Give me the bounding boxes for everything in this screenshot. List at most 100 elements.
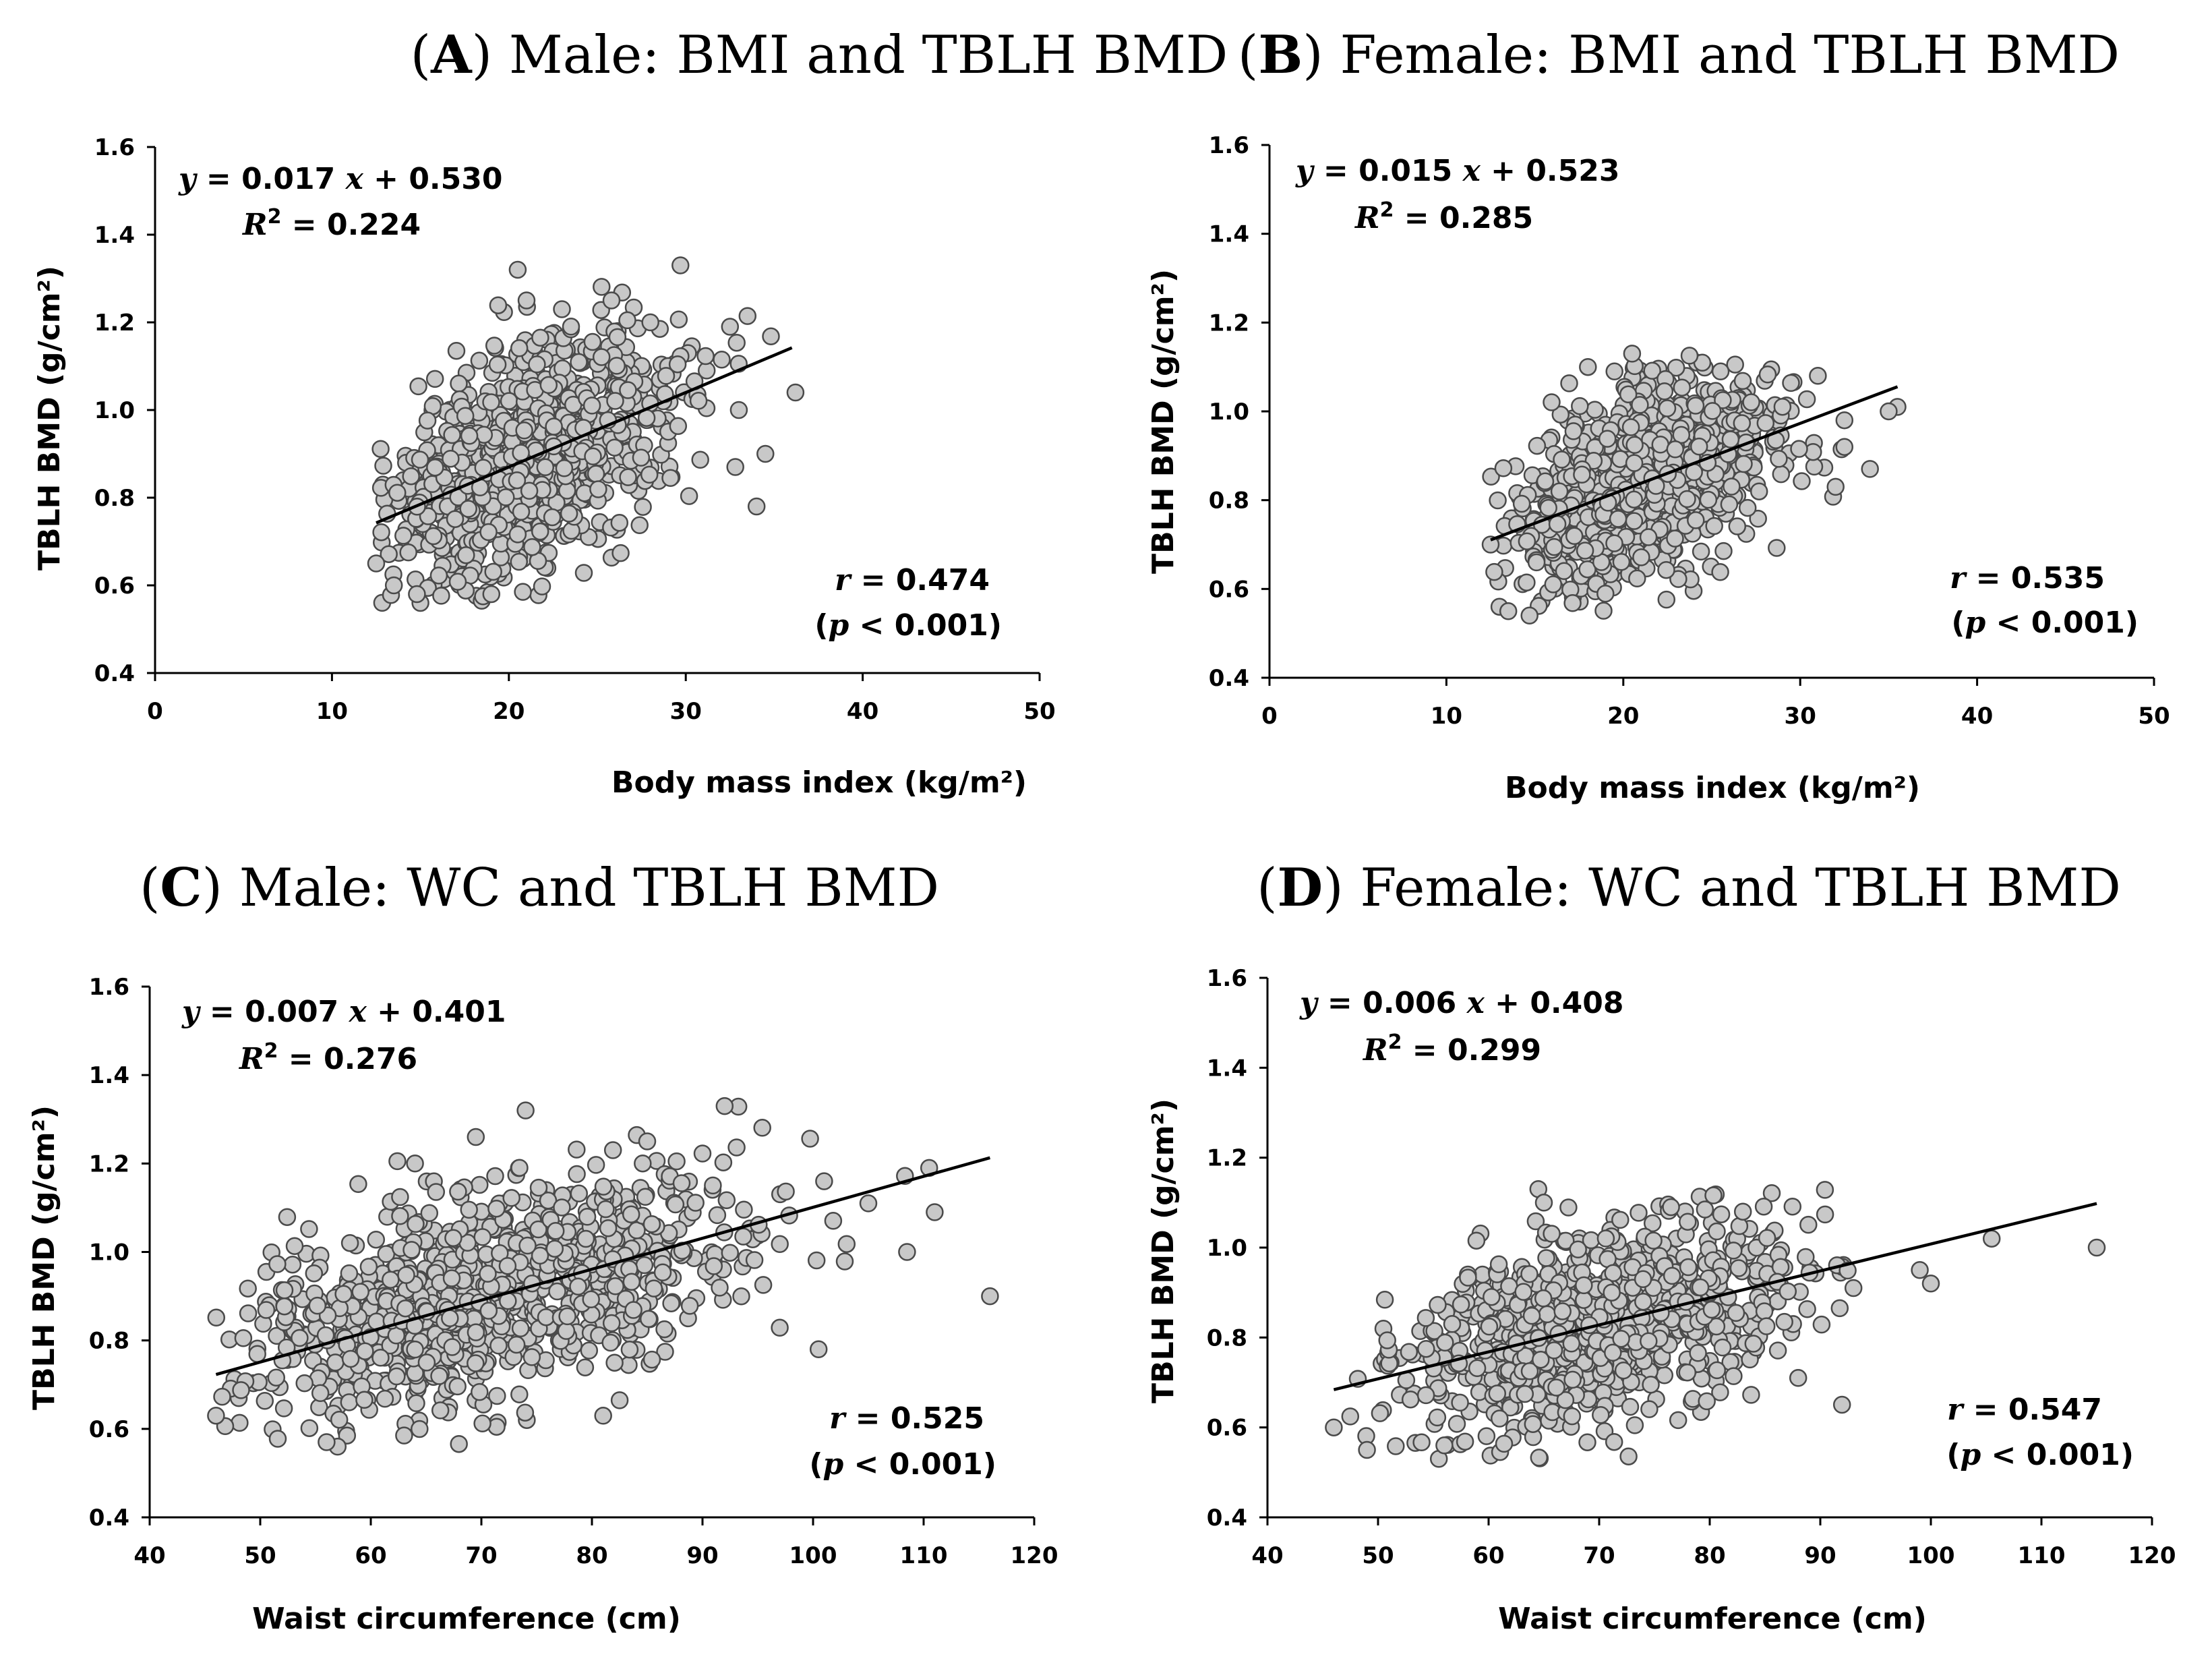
panel-b-x-axis-title: Body mass index (kg/m²)	[1505, 771, 1920, 805]
panel-b-data-point	[1576, 542, 1594, 560]
panel-d-data-point	[1400, 1343, 1418, 1361]
panel-c-data-point	[267, 1368, 286, 1387]
panel-c-data-point	[340, 1264, 359, 1283]
panel-a-data-point	[424, 527, 443, 546]
panel-d-y-tick-label: 1.2	[1207, 1145, 1247, 1172]
panel-d-data-point	[1644, 1231, 1663, 1250]
panel-c-data-point	[406, 1340, 424, 1359]
panel-c-data-point	[442, 1269, 461, 1287]
panel-d-data-point	[1679, 1258, 1698, 1277]
panel-b-x-tick-label: 0	[1261, 703, 1278, 730]
panel-b-data-point	[1539, 498, 1557, 517]
panel-a-y-tick-label: 1.0	[94, 397, 135, 424]
panel-c-y-axis-title: TBLH BMD (g/cm²)	[27, 1105, 61, 1410]
panel-d-data-point	[1596, 1229, 1615, 1248]
panel-c-data-point	[638, 1132, 657, 1150]
panel-c-data-point	[898, 1243, 916, 1261]
panel-c-data-point	[545, 1239, 564, 1258]
panel-d-data-point	[1387, 1437, 1405, 1455]
panel-a-data-point	[640, 465, 659, 484]
panel-b-y-tick-label: 1.2	[1209, 310, 1249, 337]
panel-b-data-point	[1605, 534, 1623, 552]
panel-b-data-point	[1835, 438, 1854, 456]
panel-b-data-point	[1631, 396, 1649, 414]
panel-d-title-letter: D	[1278, 857, 1323, 918]
panel-d-data-point	[1495, 1434, 1514, 1453]
panel-c-data-point	[471, 1382, 489, 1401]
panel-c-data-point	[568, 1165, 586, 1184]
panel-c-y-tick-label: 0.8	[89, 1328, 129, 1355]
panel-c-data-point	[278, 1208, 297, 1226]
panel-b-data-point	[1733, 372, 1752, 390]
panel-a-data-point	[374, 457, 392, 475]
panel-b-data-point	[1639, 528, 1658, 546]
panel-a-data-point	[560, 504, 578, 523]
panel-b-title-letter: B	[1258, 24, 1303, 86]
panel-d-data-point	[1625, 1416, 1644, 1434]
panel-c-data-point	[837, 1235, 856, 1253]
panel-d-data-point	[1534, 1289, 1553, 1308]
panel-b-data-point	[1692, 542, 1710, 561]
panel-c-data-point	[753, 1119, 771, 1137]
panel-c-data-point	[815, 1172, 833, 1190]
panel-d-x-tick-label: 110	[2018, 1542, 2066, 1569]
panel-c-data-point	[256, 1392, 274, 1410]
panel-a-y-tick-label: 0.6	[94, 573, 135, 600]
panel-d-data-point	[1416, 1386, 1435, 1405]
panel-a-data-point	[696, 347, 715, 366]
panel-a-data-point	[680, 487, 698, 505]
panel-b-data-point	[1714, 542, 1733, 560]
panel-d-data-point	[1592, 1405, 1610, 1424]
panel-b-data-point	[1651, 436, 1670, 454]
panel-a-points	[367, 256, 805, 612]
panel-c-data-point	[340, 1393, 359, 1411]
panel-a-data-point	[474, 459, 493, 477]
panel-b-data-point	[1809, 367, 1827, 385]
panel-c-data-point	[801, 1130, 819, 1148]
panel-c-data-point	[622, 1273, 641, 1291]
panel-b-data-point	[1756, 414, 1775, 432]
panel-c-data-point	[582, 1290, 600, 1309]
panel-a-data-point	[425, 370, 444, 388]
panel-b-data-point	[1726, 355, 1744, 374]
panel-c-data-point	[568, 1140, 586, 1159]
panel-a-data-point	[510, 552, 529, 571]
panel-b-y-tick-label: 0.8	[1209, 488, 1249, 515]
panel-d-data-point	[1708, 1361, 1727, 1380]
panel-c-data-point	[376, 1389, 394, 1408]
panel-d-data-point	[1534, 1194, 1553, 1212]
panel-b-data-point	[1723, 477, 1741, 496]
panel-d-data-point	[1428, 1408, 1447, 1427]
panel-d-y-tick-label: 0.6	[1207, 1415, 1247, 1442]
panel-b-data-point	[1770, 450, 1788, 468]
panel-b-data-point	[1485, 562, 1503, 581]
panel-a-data-point	[606, 392, 624, 410]
panel-d-data-point	[1537, 1249, 1555, 1267]
panel-c-data-point	[213, 1387, 231, 1406]
panel-d-data-point	[1725, 1367, 1743, 1385]
panel-d-data-point	[1401, 1390, 1420, 1409]
panel-d-data-point	[1691, 1278, 1710, 1297]
panel-d-data-point	[1712, 1205, 1731, 1223]
panel-d-data-point	[1520, 1264, 1538, 1283]
panel-c-data-point	[487, 1199, 506, 1218]
panel-c-data-point	[548, 1282, 566, 1301]
panel-d-data-point	[1921, 1275, 1940, 1293]
panel-a-r-squared: R2 = 0.224	[241, 205, 421, 243]
panel-c-data-point	[636, 1188, 655, 1206]
panel-d-data-point	[1524, 1415, 1543, 1433]
panel-c-data-point	[522, 1348, 541, 1366]
panel-d-data-point	[1452, 1295, 1470, 1314]
panel-d-data-point	[1417, 1339, 1435, 1358]
panel-b-data-point	[1632, 548, 1650, 566]
panel-d-data-point	[1480, 1317, 1499, 1336]
panel-c-data-point	[653, 1263, 672, 1282]
panel-d-data-point	[1514, 1283, 1532, 1301]
panel-c-data-point	[460, 1200, 478, 1219]
panel-d-data-point	[1341, 1407, 1360, 1426]
panel-d-data-point	[1729, 1259, 1748, 1277]
panel-b-data-point	[1772, 465, 1791, 484]
panel-c-data-point	[402, 1241, 421, 1259]
panel-c-data-point	[395, 1426, 413, 1445]
panel-a-data-point	[508, 471, 527, 490]
